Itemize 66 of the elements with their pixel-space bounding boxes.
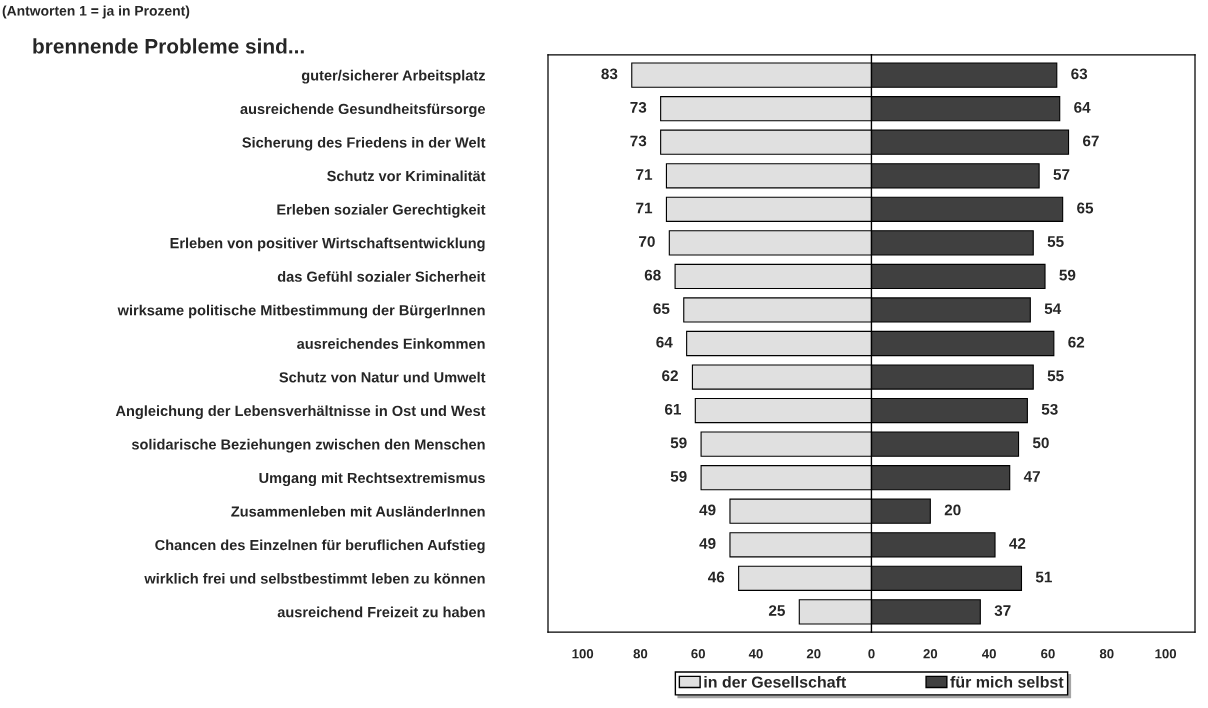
- data-label: 51: [1035, 571, 1052, 583]
- x-tick-label: 80: [633, 649, 648, 659]
- x-tick-label: 20: [806, 649, 821, 659]
- data-label: 46: [707, 571, 725, 583]
- x-tick-label: 0: [868, 649, 875, 659]
- y-tick-label: Umgang mit Rechtsextremismus: [259, 472, 485, 487]
- data-label: 50: [1032, 437, 1049, 449]
- x-tick-label: 60: [691, 649, 705, 659]
- legend-label: in der Gesellschaft: [704, 675, 847, 688]
- y-tick-label: solidarische Beziehungen zwischen den Menschen: [131, 438, 485, 453]
- data-label: 61: [664, 403, 681, 415]
- data-label: 42: [1009, 538, 1026, 549]
- legend-label: für mich selbst: [950, 675, 1064, 688]
- data-label: 59: [670, 470, 687, 482]
- x-tick-label: 20: [923, 649, 938, 659]
- data-label: 54: [1044, 303, 1062, 315]
- y-tick-label: wirksame politische Mitbestimmung der BürgerInnen: [117, 304, 485, 319]
- data-label: 64: [1074, 101, 1091, 113]
- y-tick-label: ausreichend Freizeit zu haben: [277, 606, 485, 618]
- text: brennende Probleme sind...: [33, 38, 304, 54]
- x-tick-label: 40: [748, 649, 763, 659]
- data-label: 62: [662, 370, 678, 382]
- data-label: 65: [1077, 202, 1094, 214]
- x-tick-label: 100: [572, 649, 594, 659]
- y-tick-label: Chancen des Einzelnen für beruflichen Aufstieg: [155, 539, 485, 554]
- data-label: 57: [1053, 169, 1070, 180]
- data-label: 20: [944, 504, 961, 516]
- data-label: 59: [670, 437, 687, 449]
- data-label: 68: [644, 269, 661, 281]
- data-label: 65: [653, 303, 670, 315]
- data-label: 49: [699, 504, 716, 516]
- data-label: 49: [699, 538, 716, 549]
- data-label: 37: [994, 605, 1011, 616]
- data-label: 73: [630, 101, 647, 113]
- data-label: 63: [1071, 68, 1088, 80]
- data-label: 71: [636, 169, 653, 180]
- data-label: 83: [601, 68, 618, 80]
- text: (Antworten 1 = ja in Prozent): [2, 5, 190, 19]
- y-tick-label: Sicherung des Friedens in der Welt: [242, 136, 486, 151]
- data-label: 55: [1047, 236, 1064, 247]
- data-label: 25: [768, 605, 785, 616]
- data-label: 73: [630, 135, 647, 147]
- x-tick-label: 60: [1041, 649, 1055, 659]
- x-tick-label: 100: [1155, 649, 1177, 659]
- data-label: 59: [1059, 269, 1076, 281]
- y-tick-label: das Gefühl sozialer Sicherheit: [277, 271, 486, 282]
- y-tick-label: Schutz vor Kriminalität: [327, 170, 486, 182]
- y-tick-label: Erleben sozialer Gerechtigkeit: [277, 204, 486, 218]
- data-label: 53: [1041, 403, 1058, 415]
- y-tick-label: Schutz von Natur und Umwelt: [279, 371, 486, 383]
- y-tick-label: Erleben von positiver Wirtschaftsentwicklung: [170, 237, 485, 252]
- x-tick-label: 40: [982, 649, 996, 659]
- data-label: 70: [639, 236, 655, 247]
- y-tick-label: wirklich frei und selbstbestimmt leben zu können: [144, 573, 485, 584]
- y-tick-label: ausreichendes Einkommen: [297, 338, 485, 349]
- y-tick-label: guter/sicherer Arbeitsplatz: [301, 69, 485, 84]
- y-tick-label: ausreichende Gesundheitsfürsorge: [240, 103, 486, 118]
- y-tick-label: Zusammenleben mit AusländerInnen: [231, 505, 485, 517]
- data-label: 55: [1047, 370, 1064, 382]
- y-tick-label: Angleichung der Lebensverhältnisse in Ost und West: [115, 405, 486, 419]
- data-label: 71: [636, 202, 653, 214]
- data-label: 64: [656, 336, 673, 348]
- x-tick-label: 80: [1099, 649, 1114, 659]
- data-label: 67: [1082, 135, 1099, 147]
- data-label: 47: [1023, 471, 1040, 482]
- data-label: 62: [1068, 336, 1085, 348]
